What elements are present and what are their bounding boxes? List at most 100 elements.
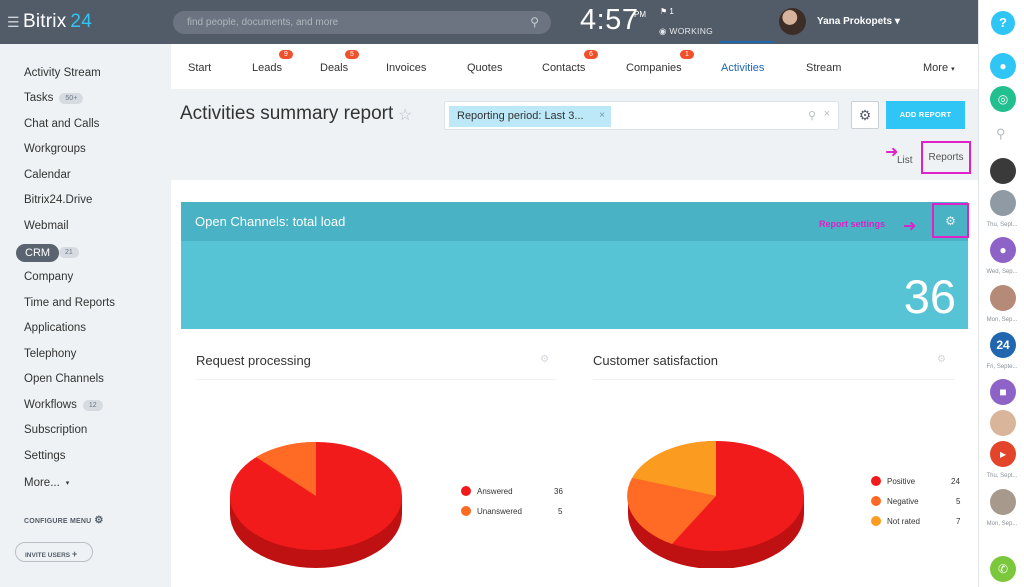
sidebar-item-chat[interactable]: Chat and Calls	[24, 118, 100, 130]
filter-search-input[interactable]: Reporting period: Last 3... × ⚲ ×	[444, 101, 839, 130]
divider	[196, 379, 556, 380]
legend-dot	[871, 476, 881, 486]
contact-caption: Mon, Sep...	[986, 521, 1018, 527]
close-icon[interactable]: ×	[599, 110, 605, 121]
count-badge: 21	[59, 247, 79, 258]
legend-item: Not rated 7	[871, 516, 966, 526]
gear-icon[interactable]: ⚙	[540, 354, 549, 365]
clock[interactable]: 4:57	[580, 4, 639, 36]
report-settings-annotation: Report settings	[819, 219, 886, 229]
sidebar-item-tasks[interactable]: Tasks 50+	[24, 92, 84, 104]
tab-quotes[interactable]: Quotes	[467, 62, 503, 74]
tab-stream[interactable]: Stream	[806, 62, 842, 74]
gear-icon: ⚙	[945, 214, 956, 228]
chat-icon[interactable]: ◎	[990, 86, 1016, 112]
count-badge: 9	[279, 50, 293, 59]
sidebar-item-calendar[interactable]: Calendar	[24, 169, 71, 181]
gear-icon: ⚙	[94, 515, 104, 526]
sidebar-item-workgroups[interactable]: Workgroups	[24, 143, 86, 155]
phone-icon[interactable]: ✆	[990, 556, 1016, 582]
contact-avatar[interactable]	[990, 158, 1016, 184]
open-channels-body	[181, 241, 968, 329]
sidebar-item-workflows[interactable]: Workflows 12	[24, 399, 103, 411]
sidebar-item-applications[interactable]: Applications	[24, 322, 87, 334]
tab-companies[interactable]: Companies	[626, 62, 682, 74]
logo[interactable]: Bitrix 24	[23, 11, 92, 32]
count-badge: 12	[82, 399, 103, 411]
contact-avatar[interactable]: ●	[990, 237, 1016, 263]
active-tab-indicator	[719, 41, 773, 43]
contact-caption: Wed, Sep...	[986, 269, 1018, 275]
legend-dot	[871, 496, 881, 506]
tab-activities[interactable]: Activities	[721, 62, 765, 74]
contact-avatar[interactable]	[990, 489, 1016, 515]
settings-button[interactable]: ⚙	[851, 101, 879, 129]
contact-avatar[interactable]	[990, 410, 1016, 436]
search-icon[interactable]: ⚲	[530, 15, 539, 29]
tab-contacts[interactable]: Contacts	[542, 62, 586, 74]
star-icon[interactable]: ☆	[398, 107, 413, 124]
divider	[593, 379, 955, 380]
configure-menu-button[interactable]: CONFIGURE MENU ⚙	[24, 515, 104, 526]
sidebar-item-activity-stream[interactable]: Activity Stream	[24, 67, 101, 79]
tab-more[interactable]: More ▾	[923, 62, 955, 74]
user-menu[interactable]: Yana Prokopets ▾	[817, 16, 900, 27]
legend-item: Answered 36	[461, 486, 571, 496]
sidebar-item-time-reports[interactable]: Time and Reports	[24, 297, 115, 309]
contact-avatar[interactable]	[990, 190, 1016, 216]
chevron-down-icon: ▾	[951, 66, 955, 73]
tab-invoices[interactable]: Invoices	[386, 62, 427, 74]
reports-link[interactable]: Reports	[921, 141, 971, 174]
sidebar-item-company[interactable]: Company	[24, 271, 74, 283]
sidebar-item-crm[interactable]: CRM	[16, 244, 60, 262]
sidebar-item-telephony[interactable]: Telephony	[24, 348, 77, 360]
work-status[interactable]: ◉ WORKING	[659, 26, 714, 36]
help-icon[interactable]: ?	[991, 11, 1015, 35]
count-badge: 6	[584, 50, 598, 59]
sidebar-item-more[interactable]: More... ▾	[24, 477, 70, 489]
annotation-arrow-icon: ➜	[903, 218, 917, 235]
count-badge: 1	[680, 50, 694, 59]
panel-title: Customer satisfaction	[593, 353, 718, 368]
report-settings-button[interactable]: ⚙	[932, 203, 969, 238]
search-icon[interactable]: ⚲	[807, 110, 816, 122]
gear-icon[interactable]: ⚙	[937, 354, 946, 365]
sidebar-item-settings[interactable]: Settings	[24, 450, 66, 462]
chevron-down-icon: ▾	[65, 480, 70, 487]
pie-slice-unanswered	[256, 441, 316, 496]
filter-chip[interactable]: Reporting period: Last 3... ×	[449, 106, 611, 127]
avatar[interactable]	[779, 8, 806, 35]
tab-start[interactable]: Start	[188, 62, 212, 74]
contact-caption: Fri, Septe...	[986, 364, 1018, 370]
panel-title: Request processing	[196, 353, 311, 368]
bitrix24-icon[interactable]: 24	[990, 332, 1016, 358]
invite-users-button[interactable]: INVITE USERS +	[15, 542, 93, 562]
legend-dot	[461, 486, 471, 496]
chevron-down-icon: ▾	[894, 16, 900, 27]
sidebar-item-webmail[interactable]: Webmail	[24, 220, 69, 232]
annotation-arrow-icon: ➜	[885, 144, 899, 161]
contact-avatar[interactable]	[990, 285, 1016, 311]
sidebar-item-drive[interactable]: Bitrix24.Drive	[24, 194, 93, 206]
add-report-button[interactable]: ADD REPORT	[886, 101, 965, 129]
sidebar-item-subscription[interactable]: Subscription	[24, 424, 88, 436]
sidebar-item-open-channels[interactable]: Open Channels	[24, 373, 104, 385]
close-icon[interactable]: ×	[823, 108, 830, 120]
megaphone-icon[interactable]: ▸	[990, 441, 1016, 467]
notifications-icon[interactable]: ●	[990, 53, 1016, 79]
tab-deals[interactable]: Deals	[320, 62, 349, 74]
legend-item: Negative 5	[871, 496, 966, 506]
legend-item: Unanswered 5	[461, 506, 571, 516]
flag-indicator[interactable]: ⚑ 1	[660, 7, 674, 16]
count-badge: 50+	[59, 92, 84, 104]
pie-chart	[230, 441, 402, 568]
menu-icon[interactable]: ☰	[7, 13, 20, 30]
global-search-input[interactable]: find people, documents, and more ⚲	[173, 11, 551, 34]
search-icon[interactable]: ⚲	[996, 126, 1006, 141]
list-link[interactable]: List	[897, 155, 913, 166]
open-channels-value: 36	[903, 270, 956, 323]
tab-leads[interactable]: Leads	[252, 62, 282, 74]
open-channels-header	[181, 202, 968, 241]
lock-icon[interactable]: ■	[990, 379, 1016, 405]
gear-icon: ⚙	[858, 107, 872, 123]
